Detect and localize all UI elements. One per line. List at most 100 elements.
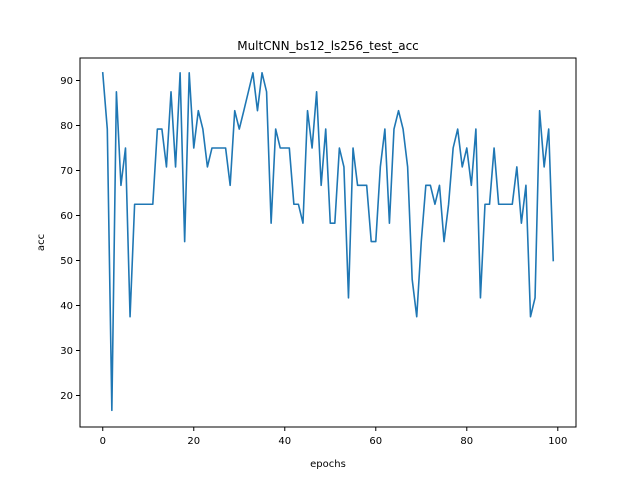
data-point [498, 203, 500, 205]
data-point [370, 241, 372, 243]
data-point [216, 147, 218, 149]
data-point [261, 72, 263, 74]
data-point [393, 128, 395, 130]
data-point [107, 128, 109, 130]
data-point [175, 166, 177, 168]
axis-ticks: 0 20 40 60 80 100 20 30 40 50 60 70 80 90 [60, 76, 567, 447]
data-point [471, 185, 473, 187]
x-tick-label: 0 [100, 436, 106, 447]
data-point [161, 128, 163, 130]
data-point [298, 203, 300, 205]
data-point [170, 91, 172, 93]
y-tick-label: 20 [60, 391, 73, 402]
data-point [434, 203, 436, 205]
data-point [348, 297, 350, 299]
data-point [411, 279, 413, 281]
data-point [398, 110, 400, 112]
data-point [207, 166, 209, 168]
data-point [511, 203, 513, 205]
x-tick-label: 60 [369, 436, 382, 447]
data-point [211, 147, 213, 149]
data-point [184, 241, 186, 243]
data-point [220, 147, 222, 149]
y-tick-label: 30 [60, 346, 73, 357]
x-axis-label: epochs [310, 459, 346, 470]
x-tick-label: 100 [548, 436, 567, 447]
data-point [243, 110, 245, 112]
y-tick-label: 70 [60, 166, 73, 177]
data-point [147, 203, 149, 205]
data-point [521, 222, 523, 224]
data-point [307, 110, 309, 112]
y-tick-label: 40 [60, 301, 73, 312]
data-point [179, 72, 181, 74]
data-point [425, 185, 427, 187]
data-point [143, 203, 145, 205]
data-point [157, 128, 159, 130]
data-point [284, 147, 286, 149]
x-tick-label: 20 [187, 436, 200, 447]
data-point [525, 185, 527, 187]
data-point [389, 222, 391, 224]
data-point [352, 147, 354, 149]
data-point [252, 72, 254, 74]
data-point [539, 110, 541, 112]
data-point [325, 128, 327, 130]
data-point [266, 91, 268, 93]
data-point [320, 185, 322, 187]
data-point [475, 128, 477, 130]
data-point [111, 410, 113, 412]
y-tick-label: 60 [60, 211, 73, 222]
y-axis-label: acc [36, 234, 47, 251]
series-line-0 [101, 71, 555, 412]
data-point [420, 241, 422, 243]
data-point [484, 203, 486, 205]
data-point [202, 128, 204, 130]
data-point [188, 72, 190, 74]
data-point [502, 203, 504, 205]
data-point [116, 91, 118, 93]
chart-title: MultCNN_bs12_ls256_test_acc [237, 39, 419, 53]
data-point [543, 166, 545, 168]
data-point [134, 203, 136, 205]
x-tick-label: 80 [460, 436, 473, 447]
data-point [293, 203, 295, 205]
data-point [270, 222, 272, 224]
data-point [448, 203, 450, 205]
data-point [302, 222, 304, 224]
data-point [334, 222, 336, 224]
data-point [129, 316, 131, 318]
data-point [225, 147, 227, 149]
data-point [461, 166, 463, 168]
data-point [380, 166, 382, 168]
data-point [361, 185, 363, 187]
data-point [329, 222, 331, 224]
data-point [480, 297, 482, 299]
data-point [457, 128, 459, 130]
data-point [279, 147, 281, 149]
data-point [452, 147, 454, 149]
data-point [516, 166, 518, 168]
data-point [343, 166, 345, 168]
data-point [120, 185, 122, 187]
data-point [416, 316, 418, 318]
data-point [198, 110, 200, 112]
data-point [384, 128, 386, 130]
data-point [257, 110, 259, 112]
data-point [507, 203, 509, 205]
data-point [530, 316, 532, 318]
data-point [238, 128, 240, 130]
data-point [466, 147, 468, 149]
data-point [248, 91, 250, 93]
data-point [316, 91, 318, 93]
y-tick-label: 50 [60, 256, 73, 267]
data-point [489, 203, 491, 205]
y-tick-label: 90 [60, 76, 73, 87]
data-point [125, 147, 127, 149]
data-point [366, 185, 368, 187]
data-point [407, 166, 409, 168]
data-point [138, 203, 140, 205]
data-point [375, 241, 377, 243]
